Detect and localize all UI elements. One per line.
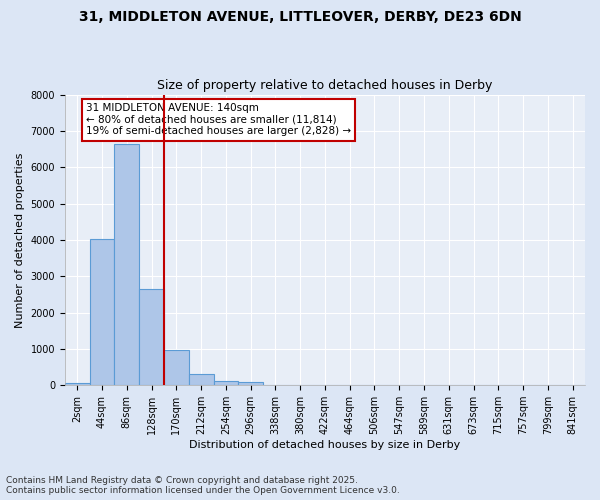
Bar [139, 289, 164, 385]
Text: Contains HM Land Registry data © Crown copyright and database right 2025.
Contai: Contains HM Land Registry data © Crown c… [6, 476, 400, 495]
Bar [164, 350, 189, 385]
Bar [238, 382, 263, 385]
Text: 31, MIDDLETON AVENUE, LITTLEOVER, DERBY, DE23 6DN: 31, MIDDLETON AVENUE, LITTLEOVER, DERBY,… [79, 10, 521, 24]
Title: Size of property relative to detached houses in Derby: Size of property relative to detached ho… [157, 79, 493, 92]
Bar [65, 383, 89, 385]
Bar [115, 144, 139, 385]
Text: 31 MIDDLETON AVENUE: 140sqm
← 80% of detached houses are smaller (11,814)
19% of: 31 MIDDLETON AVENUE: 140sqm ← 80% of det… [86, 104, 351, 136]
Bar [89, 239, 115, 385]
Bar [214, 381, 238, 385]
X-axis label: Distribution of detached houses by size in Derby: Distribution of detached houses by size … [190, 440, 461, 450]
Bar [189, 374, 214, 385]
Y-axis label: Number of detached properties: Number of detached properties [15, 152, 25, 328]
